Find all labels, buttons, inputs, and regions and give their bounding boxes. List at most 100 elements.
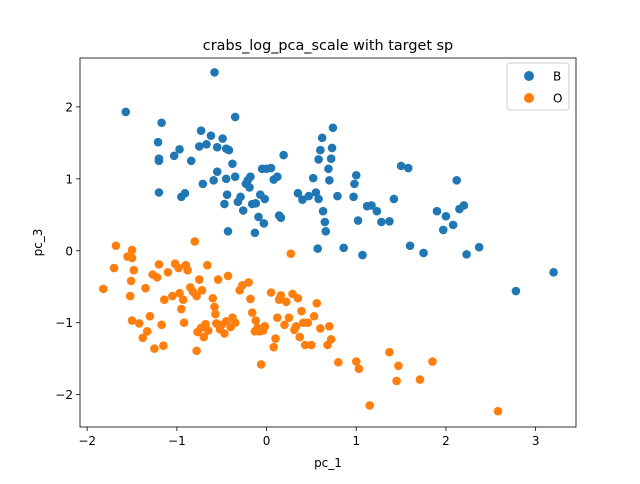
data-point-o: [154, 260, 164, 269]
data-point-b: [298, 195, 307, 204]
data-point-o: [316, 324, 325, 333]
data-point-o: [365, 401, 375, 410]
legend: B O: [506, 62, 570, 111]
y-tick-label: 2: [65, 100, 73, 114]
data-point-o: [138, 333, 148, 343]
data-point-o: [303, 318, 313, 328]
x-tick-label: 0: [263, 434, 271, 448]
data-point-b: [403, 163, 413, 173]
data-point-o: [260, 322, 270, 331]
data-point-o: [142, 327, 152, 336]
data-point-o: [394, 361, 403, 371]
data-point-b: [266, 163, 276, 173]
data-point-b: [389, 194, 399, 204]
data-point-o: [428, 357, 437, 366]
data-point-o: [256, 360, 266, 369]
data-point-b: [441, 211, 451, 221]
data-point-b: [448, 220, 458, 230]
data-point-o: [190, 237, 200, 246]
data-point-o: [385, 347, 394, 357]
data-point-b: [236, 192, 245, 202]
data-point-b: [222, 190, 232, 199]
data-point-o: [210, 302, 219, 312]
data-point-b: [238, 206, 248, 215]
data-point-o: [291, 322, 301, 331]
data-point-o: [271, 334, 280, 343]
data-point-o: [281, 297, 291, 307]
data-point-b: [154, 156, 164, 166]
data-point-b: [308, 173, 318, 183]
y-tick-label: 0: [65, 244, 73, 258]
data-point-o: [230, 318, 240, 328]
data-point-o: [160, 295, 169, 304]
data-point-o: [109, 263, 119, 273]
data-point-o: [141, 283, 150, 293]
data-point-o: [269, 342, 279, 352]
data-point-b: [353, 216, 363, 225]
data-point-o: [194, 275, 204, 284]
data-point-b: [293, 188, 303, 198]
data-point-b: [212, 167, 222, 176]
data-point-b: [419, 248, 428, 258]
legend-label-o: O: [553, 92, 562, 106]
plot-area: [79, 57, 577, 428]
data-point-b: [259, 219, 269, 228]
data-point-b: [358, 250, 367, 260]
data-point-o: [295, 332, 305, 342]
data-point-o: [174, 263, 183, 273]
data-point-b: [224, 145, 234, 155]
data-point-o: [159, 341, 168, 351]
data-point-b: [377, 217, 386, 227]
data-point-o: [150, 344, 159, 353]
data-point-b: [328, 123, 338, 133]
data-point-o: [293, 293, 303, 303]
data-point-b: [206, 131, 216, 140]
data-point-o: [251, 316, 261, 325]
data-point-b: [157, 118, 166, 128]
data-point-b: [316, 145, 325, 155]
data-point-b: [212, 142, 222, 152]
data-point-b: [511, 286, 521, 296]
data-point-o: [246, 294, 255, 304]
data-point-b: [254, 212, 263, 222]
data-point-b: [245, 183, 254, 192]
x-axis-label: pc_1: [314, 456, 342, 470]
data-point-b: [180, 188, 190, 198]
data-point-b: [273, 172, 282, 181]
data-point-b: [367, 201, 376, 210]
data-point-o: [127, 253, 137, 263]
data-point-b: [318, 206, 328, 216]
data-point-o: [183, 265, 192, 275]
data-point-o: [175, 288, 184, 298]
legend-marker-b: [524, 71, 534, 81]
data-point-b: [304, 191, 314, 201]
y-axis: −2 −1 0 1 2: [55, 100, 80, 402]
data-point-b: [432, 206, 442, 216]
data-point-o: [284, 313, 294, 322]
data-point-o: [145, 311, 155, 321]
data-point-b: [198, 179, 208, 189]
y-tick-label: 1: [65, 172, 73, 186]
data-point-o: [163, 268, 173, 277]
data-point-o: [208, 293, 218, 303]
data-point-b: [175, 145, 184, 154]
data-point-b: [350, 179, 359, 189]
data-point-o: [415, 375, 425, 384]
data-point-b: [349, 192, 358, 202]
data-point-b: [260, 194, 270, 204]
data-point-b: [276, 213, 286, 222]
data-point-o: [307, 340, 316, 350]
data-point-b: [220, 199, 229, 209]
data-point-o: [99, 284, 108, 294]
x-axis: −2 −1 0 1 2 3: [78, 427, 539, 448]
data-point-b: [223, 227, 233, 236]
data-point-o: [280, 320, 289, 330]
data-point-b: [333, 191, 342, 201]
data-point-b: [396, 161, 406, 171]
data-point-o: [129, 265, 139, 275]
data-point-b: [320, 217, 330, 227]
data-point-b: [459, 201, 469, 210]
data-point-b: [462, 250, 471, 259]
data-point-b: [325, 175, 334, 185]
